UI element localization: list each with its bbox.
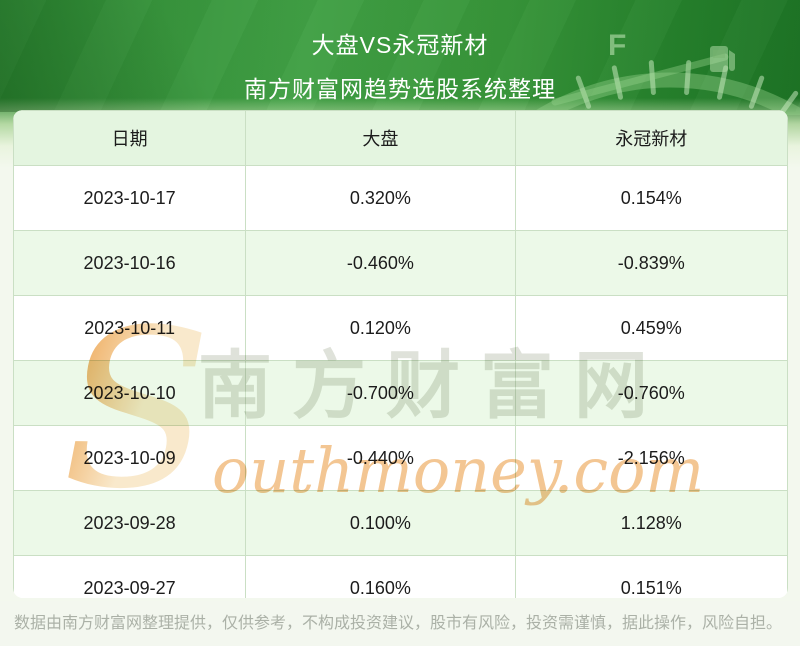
date-cell: 2023-09-28 bbox=[13, 490, 247, 556]
comparison-table-card: 日期 大盘 永冠新材 2023-10-17 0.320% 0.154% 2023… bbox=[13, 110, 788, 598]
column-header-date: 日期 bbox=[13, 110, 247, 166]
market-cell: 0.160% bbox=[245, 555, 516, 598]
stock-cell: 0.151% bbox=[514, 555, 788, 598]
page-title: 大盘VS永冠新材 bbox=[311, 32, 489, 58]
stock-cell: -0.760% bbox=[514, 360, 788, 426]
table-body: 2023-10-17 0.320% 0.154% 2023-10-16 -0.4… bbox=[13, 165, 788, 598]
date-cell: 2023-09-27 bbox=[13, 555, 247, 598]
photo-texture-overlay bbox=[0, 0, 800, 112]
table-row: 2023-10-11 0.120% 0.459% bbox=[13, 295, 788, 361]
market-cell: 0.100% bbox=[245, 490, 516, 556]
stock-cell: 0.154% bbox=[514, 165, 788, 231]
table-row: 2023-09-28 0.100% 1.128% bbox=[13, 490, 788, 556]
date-cell: 2023-10-17 bbox=[13, 165, 247, 231]
fuel-pump-icon bbox=[710, 46, 735, 72]
stock-cell: -0.839% bbox=[514, 230, 788, 296]
market-cell: -0.460% bbox=[245, 230, 516, 296]
fuel-gauge-icon: F bbox=[528, 29, 800, 115]
stock-cell: 1.128% bbox=[514, 490, 788, 556]
market-cell: 0.320% bbox=[245, 165, 516, 231]
column-header-market: 大盘 bbox=[245, 110, 516, 166]
date-cell: 2023-10-09 bbox=[13, 425, 247, 491]
footer-disclaimer-text: 数据由南方财富网整理提供，仅供参考，不构成投资建议，股市有风险，投资需谨慎，据此… bbox=[14, 615, 783, 632]
footer-disclaimer-bar: 数据由南方财富网整理提供，仅供参考，不构成投资建议，股市有风险，投资需谨慎，据此… bbox=[0, 601, 800, 646]
table-row: 2023-10-17 0.320% 0.154% bbox=[13, 165, 788, 231]
market-cell: 0.120% bbox=[245, 295, 516, 361]
table-row: 2023-10-10 -0.700% -0.760% bbox=[13, 360, 788, 426]
table-header-row: 日期 大盘 永冠新材 bbox=[13, 110, 788, 166]
title-block: 大盘VS永冠新材 南方财富网趋势选股系统整理 bbox=[0, 0, 800, 104]
table-row: 2023-10-16 -0.460% -0.839% bbox=[13, 230, 788, 296]
comparison-table: 日期 大盘 永冠新材 2023-10-17 0.320% 0.154% 2023… bbox=[13, 110, 788, 598]
market-cell: -0.440% bbox=[245, 425, 516, 491]
left-shade-decoration bbox=[0, 0, 280, 112]
market-cell: -0.700% bbox=[245, 360, 516, 426]
stock-cell: 0.459% bbox=[514, 295, 788, 361]
column-header-stock: 永冠新材 bbox=[514, 110, 788, 166]
date-cell: 2023-10-11 bbox=[13, 295, 247, 361]
date-cell: 2023-10-10 bbox=[13, 360, 247, 426]
date-cell: 2023-10-16 bbox=[13, 230, 247, 296]
table-row: 2023-09-27 0.160% 0.151% bbox=[13, 555, 788, 598]
table-row: 2023-10-09 -0.440% -2.156% bbox=[13, 425, 788, 491]
stock-cell: -2.156% bbox=[514, 425, 788, 491]
page-subtitle: 南方财富网趋势选股系统整理 bbox=[244, 76, 556, 102]
gauge-full-label: F bbox=[608, 29, 626, 62]
